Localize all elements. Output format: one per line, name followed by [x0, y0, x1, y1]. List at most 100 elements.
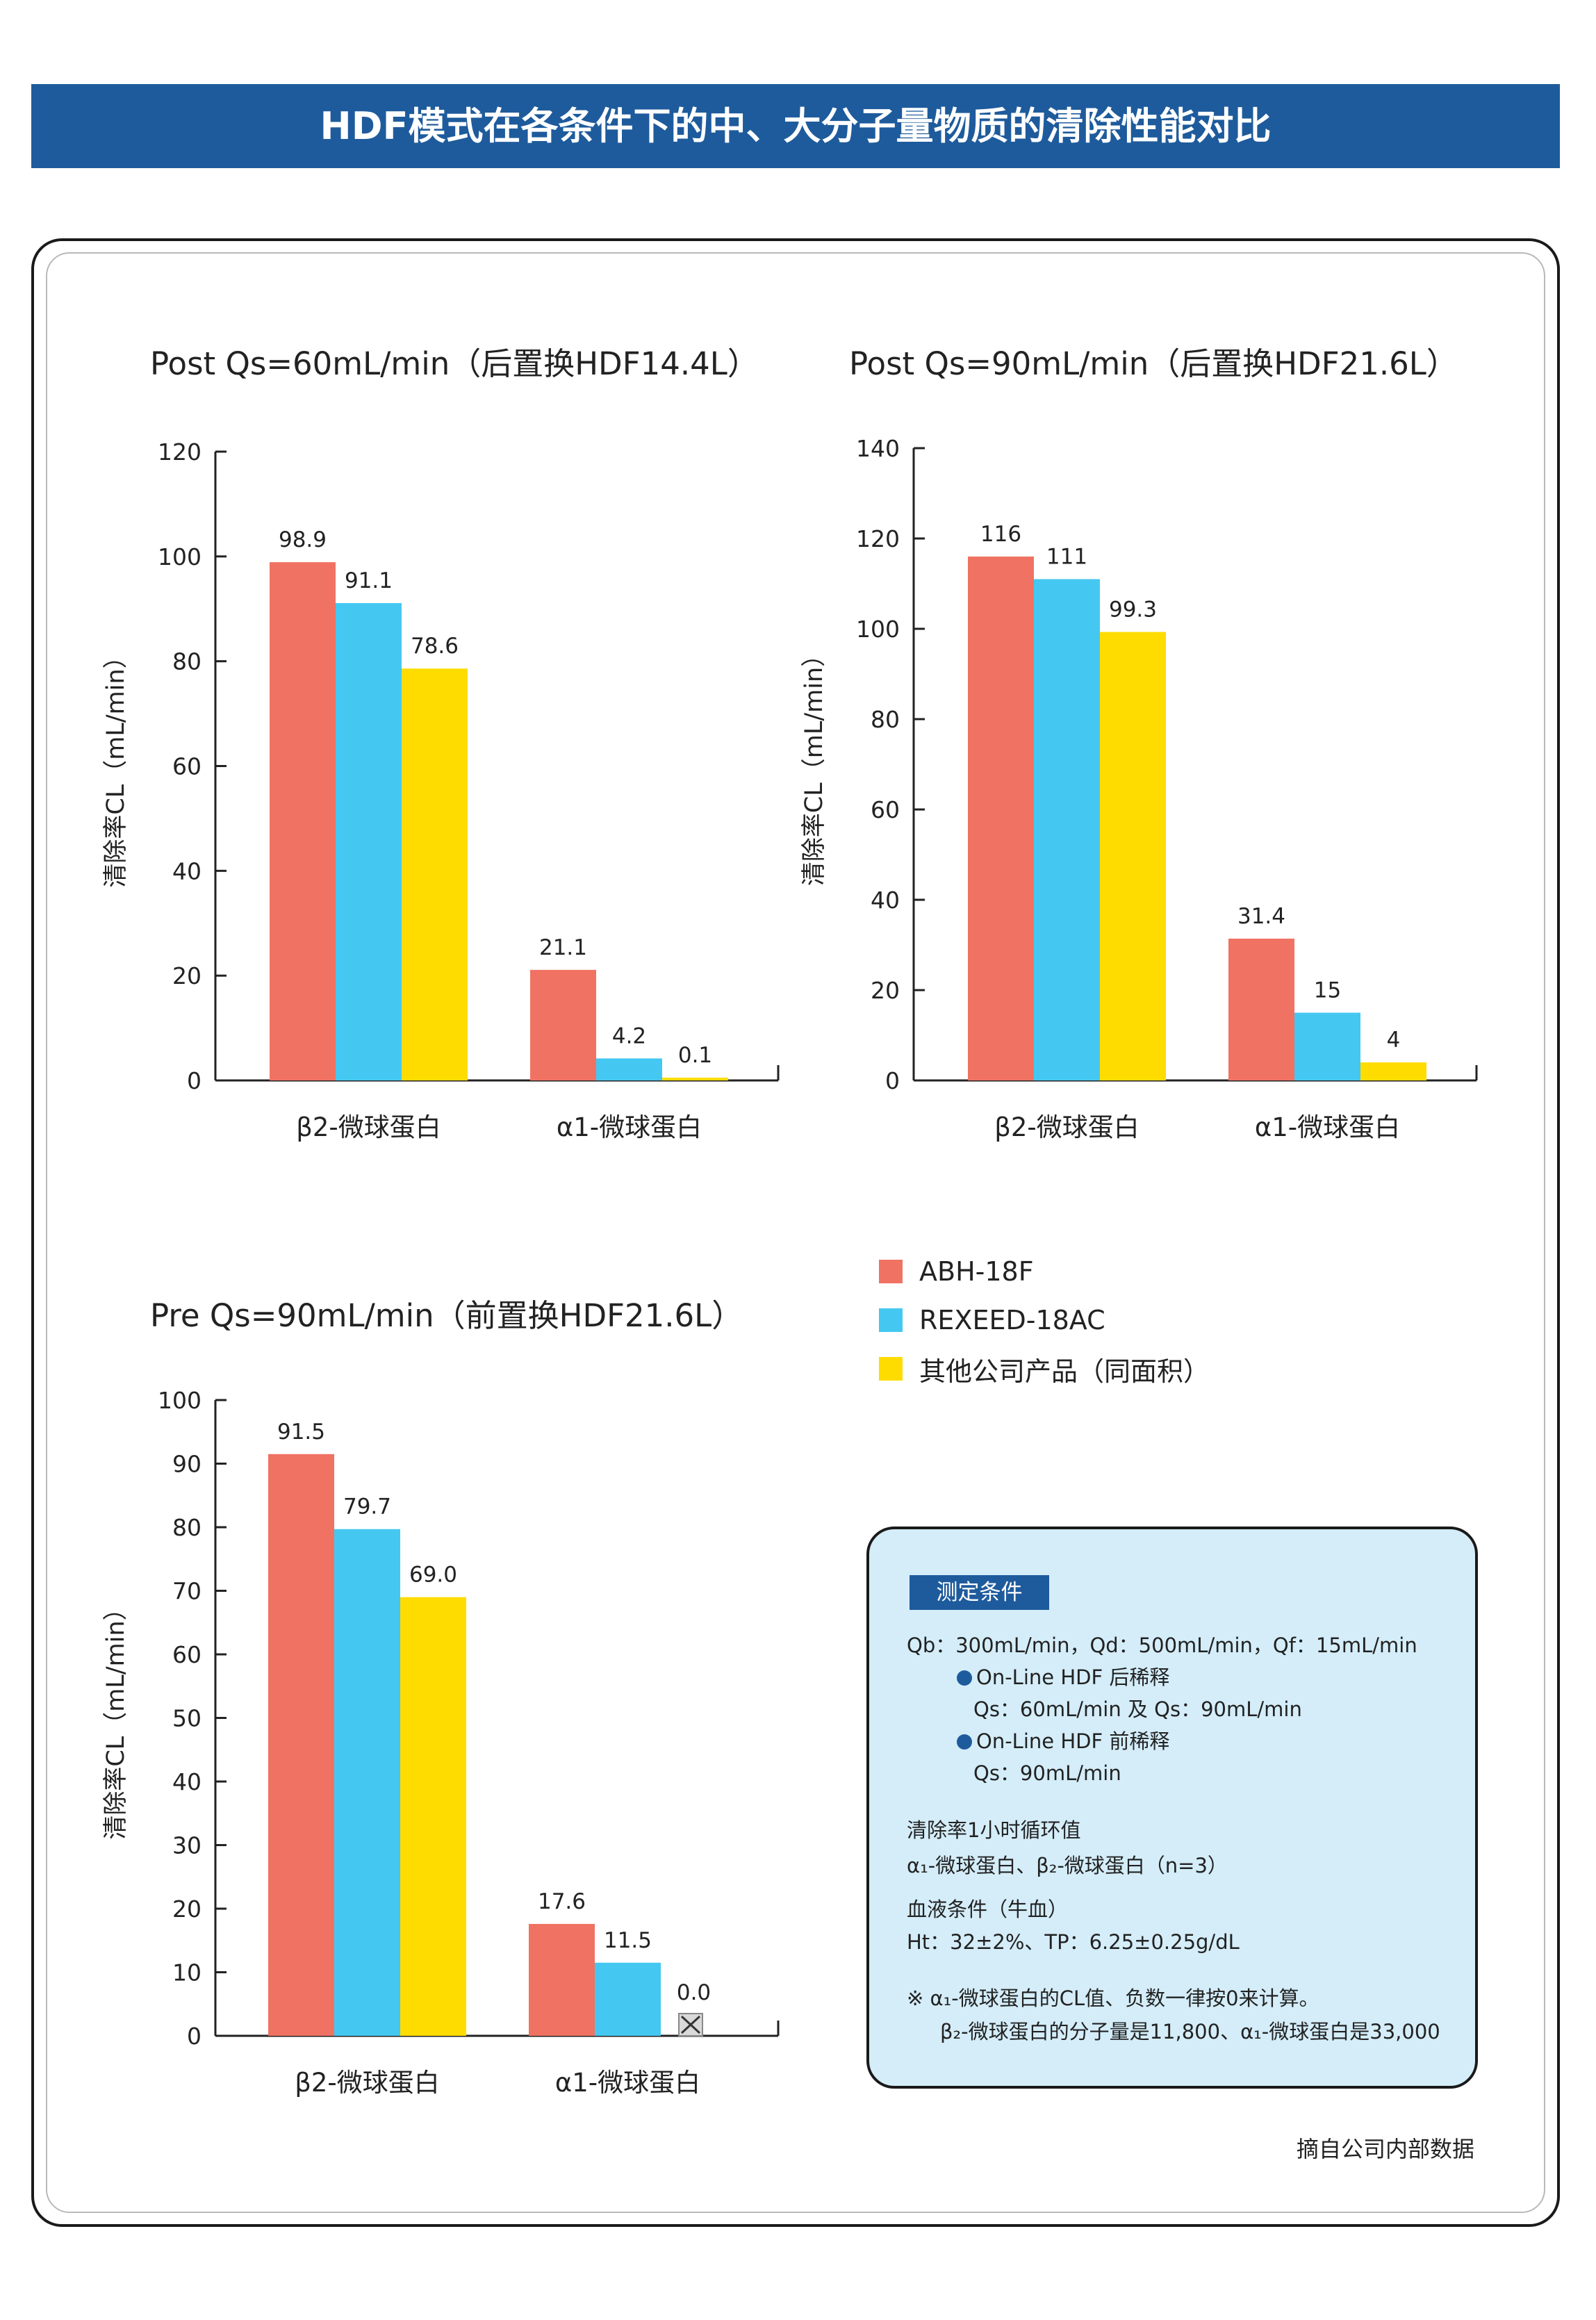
- y-tick-label: 60: [172, 753, 201, 780]
- y-tick-label: 40: [172, 1768, 201, 1795]
- bar: [662, 1078, 728, 1080]
- chart2-post-qs90: 0 20 40 60 80 100 120 140 清除率CL（mL/min） 116 111 99.…: [800, 435, 1478, 1142]
- y-tick-label: 0: [187, 1067, 201, 1094]
- data-label: 15: [1314, 978, 1341, 1003]
- zero-marker-cross: [680, 2015, 701, 2034]
- y-tick-label: 70: [172, 1578, 201, 1605]
- bar: [268, 1454, 334, 2036]
- legend-label: 其他公司产品（同面积）: [919, 1356, 1210, 1387]
- data-label: 91.5: [277, 1420, 325, 1445]
- bullet-icon: [957, 1734, 972, 1750]
- y-tick-label: 60: [871, 796, 900, 823]
- data-source-note: 摘自公司内部数据: [1297, 2136, 1475, 2162]
- conditions-tag: 测定条件: [910, 1575, 1049, 1610]
- chart-legend: ABH-18F REXEED-18AC 其他公司产品（同面积）: [879, 1247, 1210, 1393]
- data-label: 4.2: [612, 1023, 646, 1048]
- measurement-conditions-box: 测定条件 Qb：300mL/min，Qd：500mL/min，Qf：15mL/m…: [866, 1527, 1478, 2089]
- legend-item-abh: ABH-18F: [879, 1247, 1210, 1296]
- y-tick-label: 60: [172, 1641, 201, 1668]
- x-category-label: α1-微球蛋白: [555, 2068, 700, 2098]
- y-tick-label: 90: [172, 1451, 201, 1478]
- y-axis-label: 清除率CL（mL/min）: [102, 1596, 130, 1839]
- y-tick-label: 40: [871, 887, 900, 914]
- conditions-ht-tp: Ht：32±2%、TP：6.25±0.25g/dL: [907, 1930, 1240, 1954]
- y-tick-label: 120: [158, 438, 201, 466]
- bar: [270, 562, 336, 1080]
- bar: [334, 1529, 400, 2036]
- y-tick-label: 10: [172, 1959, 201, 1986]
- legend-item-other: 其他公司产品（同面积）: [879, 1344, 1210, 1393]
- bullet-icon: [957, 1670, 972, 1686]
- y-tick-label: 80: [871, 706, 900, 733]
- data-label: 31.4: [1237, 904, 1285, 929]
- y-axis-label: 清除率CL（mL/min）: [800, 643, 828, 886]
- x-category-label: α1-微球蛋白: [1255, 1112, 1400, 1142]
- chart3-pre-qs90: 0 10 20 30 40 50 60 70 80 90 100 清除率CL（mL/min） 91.5 7…: [102, 1387, 780, 2098]
- content-frame-inner: [46, 252, 1545, 2213]
- data-label: 21.1: [539, 935, 587, 960]
- data-label: 99.3: [1109, 598, 1157, 623]
- y-tick-label: 140: [856, 435, 900, 462]
- y-tick-label: 80: [172, 648, 201, 675]
- bar: [529, 1923, 595, 2036]
- y-tick-label: 20: [172, 1895, 201, 1923]
- x-category-label: β2-微球蛋白: [994, 1112, 1140, 1142]
- bar: [1100, 632, 1166, 1080]
- y-tick-label: 100: [158, 1387, 201, 1414]
- legend-swatch-other: [879, 1357, 903, 1381]
- bar: [1294, 1012, 1360, 1080]
- bar: [530, 969, 596, 1080]
- data-label: 98.9: [279, 527, 327, 552]
- bar: [968, 557, 1034, 1080]
- page-title-banner: HDF模式在各条件下的中、大分子量物质的清除性能对比: [31, 84, 1560, 168]
- content-frame: [31, 238, 1560, 2227]
- chart2-title: Post Qs=90mL/min（后置换HDF21.6L）: [849, 345, 1458, 382]
- y-tick-label: 40: [172, 857, 201, 885]
- conditions-post-dilution-label: On-Line HDF 后稀释: [976, 1665, 1170, 1689]
- y-tick-label: 100: [856, 616, 900, 643]
- data-label: 116: [980, 522, 1021, 547]
- conditions-flow-rates: Qb：300mL/min，Qd：500mL/min，Qf：15mL/min: [907, 1634, 1417, 1657]
- legend-swatch-abh: [879, 1260, 903, 1283]
- conditions-post-qs: Qs：60mL/min 及 Qs：90mL/min: [973, 1697, 1302, 1721]
- data-label: 69.0: [409, 1563, 457, 1588]
- conditions-footnote-1: ※ α₁-微球蛋白的CL值、负数一律按0来计算。: [907, 1986, 1319, 2010]
- conditions-clearance-note: 清除率1小时循环值: [907, 1818, 1081, 1842]
- legend-item-rexeed: REXEED-18AC: [879, 1296, 1210, 1344]
- bar: [1228, 938, 1294, 1080]
- y-tick-label: 20: [871, 977, 900, 1004]
- data-label: 0.1: [678, 1043, 712, 1068]
- y-tick-label: 0: [187, 2023, 201, 2050]
- y-tick-label: 80: [172, 1514, 201, 1541]
- y-tick-label: 30: [172, 1832, 201, 1859]
- data-label: 11.5: [604, 1928, 652, 1953]
- y-tick-label: 20: [172, 962, 201, 989]
- legend-swatch-rexeed: [879, 1308, 903, 1332]
- bar: [400, 1597, 466, 2036]
- data-label: 17.6: [538, 1889, 586, 1914]
- data-label: 79.7: [343, 1495, 391, 1520]
- data-label: 4: [1387, 1028, 1401, 1053]
- y-tick-label: 50: [172, 1705, 201, 1732]
- bar: [1034, 579, 1100, 1080]
- data-label: 78.6: [411, 634, 459, 659]
- bar: [596, 1058, 662, 1080]
- conditions-post-dilution: On-Line HDF 后稀释: [957, 1661, 1169, 1690]
- conditions-blood: 血液条件（牛血）: [907, 1898, 1069, 1921]
- y-tick-label: 100: [158, 543, 201, 570]
- bar: [336, 602, 402, 1080]
- x-category-label: α1-微球蛋白: [557, 1112, 702, 1142]
- data-label: 111: [1046, 545, 1087, 570]
- conditions-pre-dilution-label: On-Line HDF 前稀释: [976, 1729, 1170, 1753]
- conditions-footnote-2: β₂-微球蛋白的分子量是11,800、α₁-微球蛋白是33,000: [940, 2020, 1440, 2043]
- bar: [1360, 1062, 1426, 1080]
- y-tick-label: 0: [885, 1067, 900, 1094]
- chart1-post-qs60: 0 20 40 60 80 100 120 清除率CL（mL/min） 98.9 91.1 78.6…: [102, 438, 780, 1142]
- conditions-pre-qs: Qs：90mL/min: [973, 1761, 1121, 1785]
- x-category-label: β2-微球蛋白: [295, 2068, 440, 2098]
- data-label: 0.0: [677, 1980, 711, 2005]
- legend-label: ABH-18F: [919, 1256, 1034, 1287]
- legend-label: REXEED-18AC: [919, 1305, 1105, 1335]
- y-tick-label: 120: [856, 525, 900, 552]
- conditions-pre-dilution: On-Line HDF 前稀释: [957, 1725, 1169, 1754]
